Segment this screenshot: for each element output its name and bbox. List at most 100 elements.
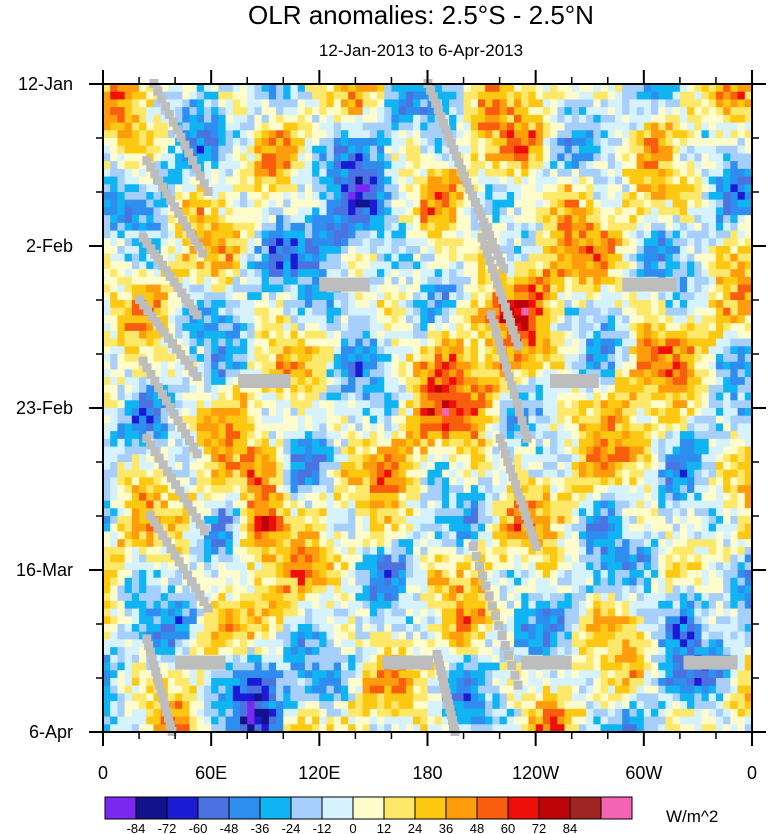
heatmap-cell	[175, 91, 183, 101]
heatmap-cell	[189, 222, 198, 232]
heatmap-cell	[103, 415, 111, 425]
heatmap-cell	[131, 323, 140, 332]
heatmap-cell	[672, 384, 681, 394]
heatmap-cell	[715, 107, 724, 116]
heatmap-cell	[665, 392, 674, 401]
heatmap-cell	[643, 315, 652, 324]
heatmap-cell	[413, 161, 421, 170]
heatmap-cell	[506, 99, 515, 108]
heatmap-cell	[276, 161, 284, 170]
heatmap-cell	[232, 261, 241, 270]
heatmap-cell	[715, 184, 724, 193]
heatmap-cell	[607, 438, 616, 448]
heatmap-cell	[175, 184, 183, 193]
heatmap-cell	[499, 408, 508, 417]
heatmap-cell	[730, 400, 739, 409]
heatmap-cell	[218, 423, 227, 432]
heatmap-cell	[139, 462, 147, 471]
heatmap-cell	[521, 377, 530, 386]
heatmap-cell	[593, 469, 602, 479]
heatmap-cell	[218, 338, 227, 347]
heatmap-cell	[268, 253, 277, 263]
heatmap-cell	[268, 269, 277, 278]
heatmap-cell	[643, 300, 652, 309]
heatmap-cell	[232, 392, 241, 401]
heatmap-cell	[723, 215, 731, 224]
heatmap-cell	[110, 400, 119, 409]
heatmap-cell	[593, 99, 602, 108]
heatmap-cell	[571, 354, 580, 363]
heatmap-cell	[304, 323, 313, 332]
heatmap-cell	[506, 477, 515, 486]
heatmap-cell	[326, 168, 335, 178]
heatmap-cell	[629, 400, 638, 409]
heatmap-cell	[333, 492, 342, 502]
heatmap-cell	[485, 423, 493, 432]
heatmap-cell	[636, 369, 645, 378]
heatmap-cell	[571, 500, 580, 509]
heatmap-cell	[528, 153, 537, 162]
heatmap-cell	[535, 230, 544, 239]
heatmap-cell	[730, 261, 739, 270]
heatmap-cell	[506, 292, 515, 301]
heatmap-cell	[355, 415, 364, 425]
heatmap-cell	[715, 477, 724, 486]
heatmap-cell	[708, 122, 717, 131]
heatmap-cell	[203, 330, 212, 340]
heatmap-cell	[470, 122, 479, 131]
heatmap-cell	[629, 145, 638, 155]
heatmap-cell	[514, 192, 522, 201]
heatmap-cell	[586, 222, 594, 232]
heatmap-cell	[528, 292, 537, 301]
heatmap-cell	[283, 122, 292, 131]
heatmap-cell	[312, 184, 320, 193]
heatmap-cell	[110, 323, 119, 332]
heatmap-cell	[708, 207, 717, 216]
heatmap-cell	[117, 176, 126, 185]
heatmap-cell	[614, 145, 623, 155]
heatmap-cell	[189, 199, 198, 209]
heatmap-cell	[276, 138, 284, 147]
heatmap-cell	[420, 122, 429, 131]
heatmap-cell	[196, 253, 205, 263]
heatmap-cell	[268, 91, 277, 101]
heatmap-cell	[456, 392, 465, 401]
heatmap-cell	[607, 238, 616, 247]
heatmap-cell	[377, 84, 385, 93]
heatmap-cell	[679, 161, 688, 170]
heatmap-cell	[492, 384, 501, 394]
heatmap-cell	[340, 384, 349, 394]
heatmap-cell	[413, 423, 421, 432]
heatmap-cell	[441, 292, 450, 301]
heatmap-cell	[485, 369, 493, 378]
heatmap-cell	[304, 369, 313, 378]
heatmap-cell	[182, 346, 191, 355]
heatmap-cell	[614, 315, 623, 324]
heatmap-cell	[535, 492, 544, 502]
heatmap-cell	[687, 91, 695, 101]
heatmap-cell	[182, 199, 191, 209]
heatmap-cell	[600, 377, 609, 386]
heatmap-cell	[651, 99, 659, 108]
heatmap-cell	[146, 99, 155, 108]
heatmap-cell	[715, 415, 724, 425]
heatmap-cell	[694, 307, 703, 317]
heatmap-cell	[196, 330, 205, 340]
heatmap-cell	[665, 269, 674, 278]
heatmap-cell	[571, 222, 580, 232]
heatmap-cell	[499, 400, 508, 409]
heatmap-cell	[124, 230, 133, 239]
heatmap-cell	[636, 415, 645, 425]
heatmap-cell	[607, 184, 616, 193]
heatmap-cell	[687, 276, 695, 286]
heatmap-cell	[593, 446, 602, 455]
heatmap-cell	[182, 246, 191, 255]
heatmap-cell	[398, 276, 407, 286]
heatmap-cell	[304, 122, 313, 131]
heatmap-cell	[276, 384, 284, 394]
heatmap-cell	[167, 415, 176, 425]
heatmap-cell	[189, 477, 198, 486]
heatmap-cell	[225, 222, 234, 232]
heatmap-cell	[427, 500, 436, 509]
heatmap-cell	[665, 161, 674, 170]
